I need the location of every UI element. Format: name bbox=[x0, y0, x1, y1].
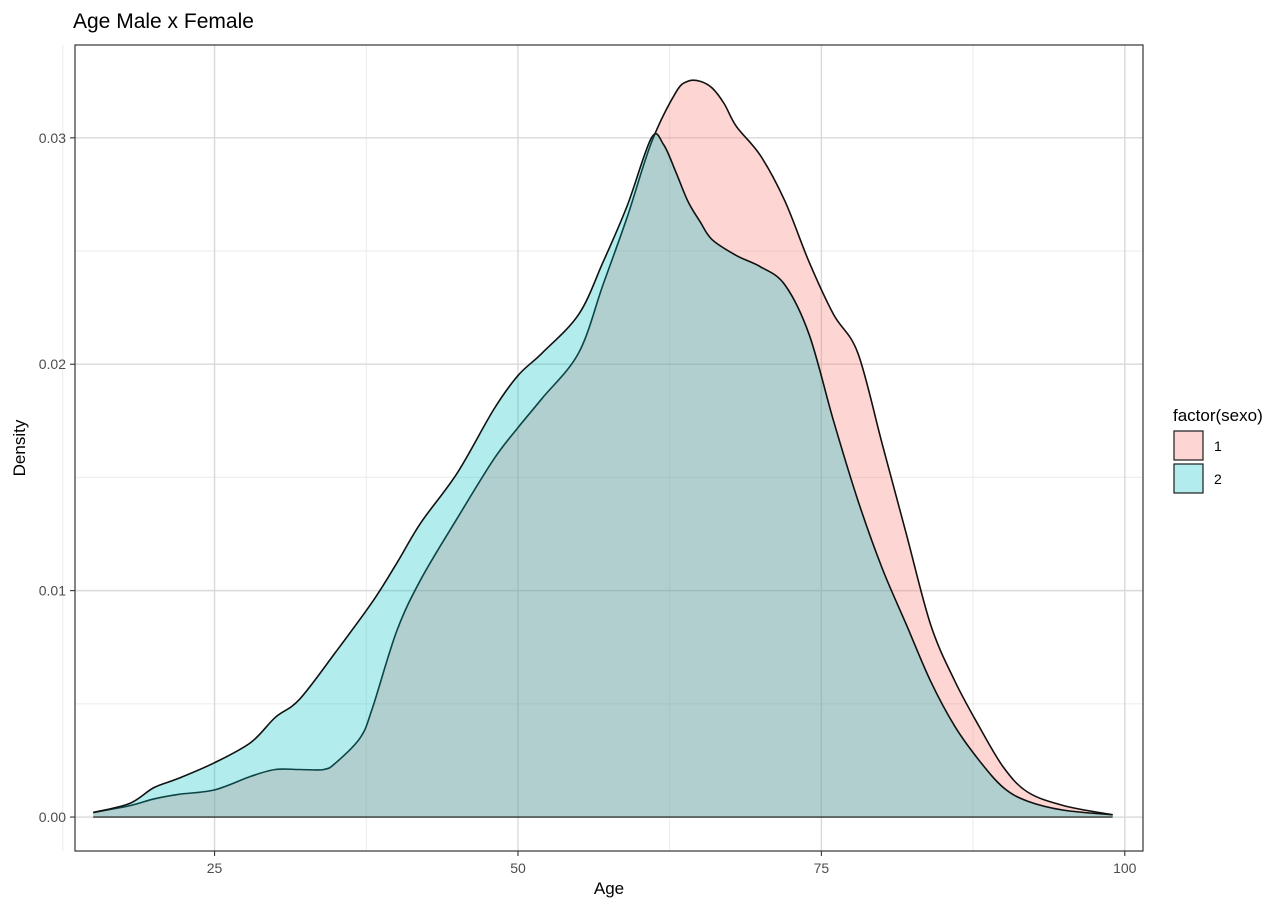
y-axis: 0.00 0.01 0.02 0.03 bbox=[39, 130, 75, 825]
y-tick-label: 0.00 bbox=[39, 809, 66, 825]
x-tick-label: 25 bbox=[207, 860, 223, 876]
plot-background bbox=[75, 45, 1143, 851]
plot-border bbox=[74, 44, 1144, 852]
x-tick-label: 75 bbox=[814, 860, 830, 876]
density-line-2 bbox=[93, 132, 1113, 816]
density-area-2 bbox=[93, 133, 1113, 818]
y-tick-label: 0.01 bbox=[39, 583, 66, 599]
density-area-1 bbox=[93, 80, 1113, 818]
legend-title: factor(sexo) bbox=[1173, 406, 1263, 425]
chart-title: Age Male x Female bbox=[73, 10, 254, 33]
y-tick-label: 0.03 bbox=[39, 130, 66, 146]
legend-key-1 bbox=[1173, 430, 1204, 461]
y-axis-title: Density bbox=[10, 419, 29, 476]
x-axis: 25 50 75 100 bbox=[207, 851, 1137, 876]
series-layer bbox=[93, 79, 1113, 818]
density-line-1 bbox=[93, 79, 1113, 816]
legend-label-2: 2 bbox=[1214, 471, 1222, 487]
legend-item-2: 2 bbox=[1173, 463, 1222, 494]
y-tick-label: 0.02 bbox=[39, 356, 66, 372]
legend: factor(sexo) 1 2 bbox=[1173, 406, 1263, 494]
legend-key-2 bbox=[1173, 463, 1204, 494]
legend-label-1: 1 bbox=[1214, 438, 1222, 454]
grid-minor bbox=[62, 45, 1143, 851]
x-axis-title: Age bbox=[594, 879, 624, 898]
x-tick-label: 50 bbox=[510, 860, 526, 876]
x-tick-label: 100 bbox=[1113, 860, 1137, 876]
legend-item-1: 1 bbox=[1173, 430, 1222, 461]
